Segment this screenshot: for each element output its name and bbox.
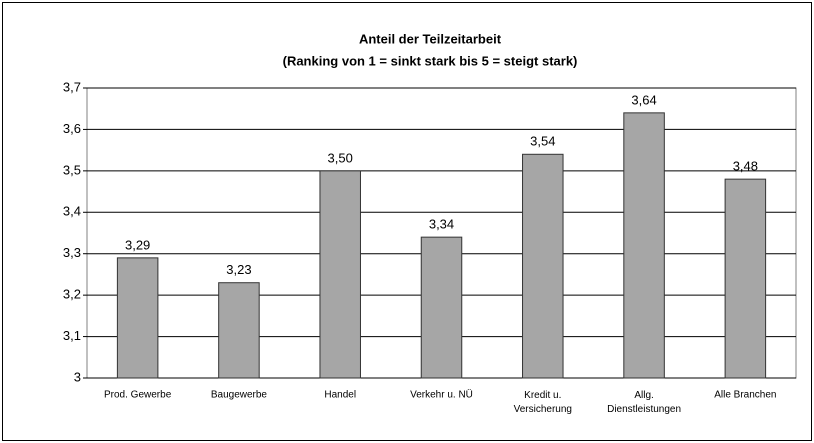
chart-title: Anteil der Teilzeitarbeit [359, 31, 502, 46]
bar [116, 257, 159, 379]
bar [724, 178, 767, 379]
bar [420, 236, 463, 379]
value-label: 3,50 [328, 150, 353, 165]
x-tick-label: Baugewerbe [211, 390, 268, 401]
x-tick-label: Prod. Gewerbe [104, 390, 172, 401]
y-tick-label: 3,3 [63, 245, 81, 260]
y-tick-label: 3 [74, 369, 81, 384]
value-label: 3,34 [429, 217, 454, 232]
bar [522, 153, 564, 379]
value-label: 3,29 [125, 237, 150, 252]
bar [319, 170, 361, 379]
y-tick-label: 3,6 [63, 121, 81, 136]
value-label: 3,54 [530, 134, 555, 149]
y-tick-label: 3,1 [63, 328, 81, 343]
value-label: 3,48 [733, 159, 758, 174]
bar [218, 282, 260, 379]
y-tick-label: 3,4 [63, 204, 81, 219]
bar [623, 112, 665, 379]
x-tick-label: Alle Branchen [714, 390, 776, 401]
value-label: 3,64 [631, 92, 656, 107]
x-tick-label: Kredit u. Versicherung [514, 390, 572, 415]
x-tick-label: Handel [324, 390, 356, 401]
value-label: 3,23 [226, 262, 251, 277]
x-tick-label: Verkehr u. NÜ [410, 389, 473, 401]
y-tick-label: 3,7 [63, 79, 81, 94]
y-tick-label: 3,5 [63, 162, 81, 177]
y-tick-label: 3,2 [63, 287, 81, 302]
x-tick-label: Allg. Dienstleistungen [607, 390, 681, 415]
chart-subtitle: (Ranking von 1 = sinkt stark bis 5 = ste… [283, 53, 578, 68]
